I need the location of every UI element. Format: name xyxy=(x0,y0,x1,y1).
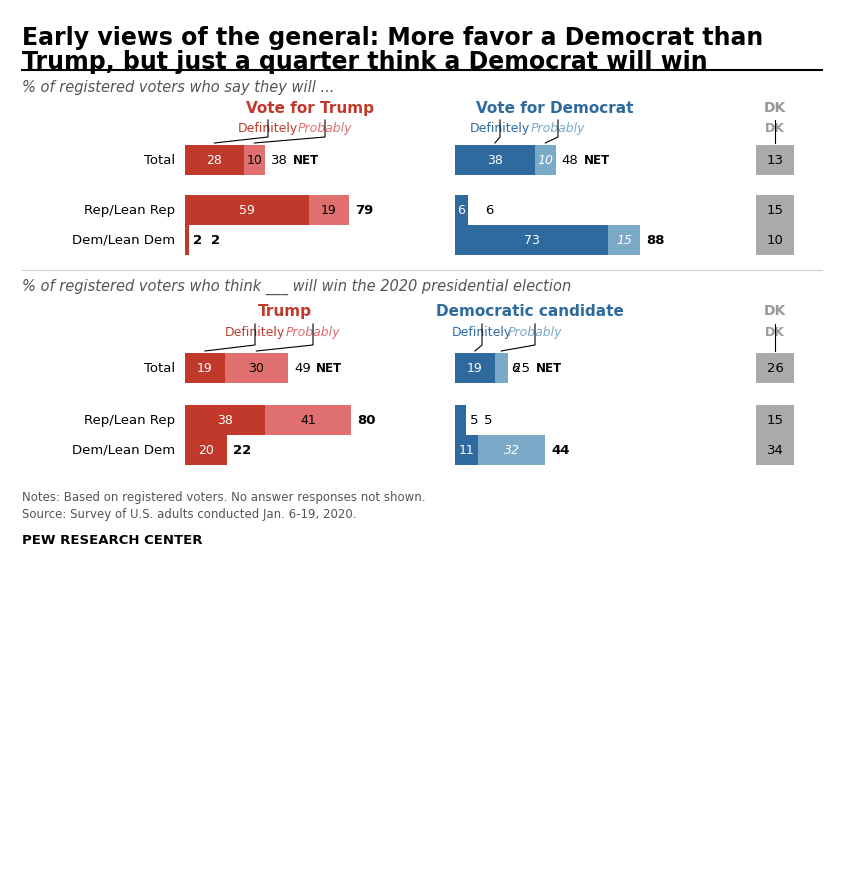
Text: Definitely: Definitely xyxy=(452,325,512,338)
Text: Trump, but just a quarter think a Democrat will win: Trump, but just a quarter think a Democr… xyxy=(22,50,707,74)
Text: 26: 26 xyxy=(766,361,783,375)
Text: 48: 48 xyxy=(562,153,578,167)
Text: 5: 5 xyxy=(484,414,492,426)
Text: 38: 38 xyxy=(217,414,233,426)
Bar xyxy=(455,353,495,383)
Text: 15: 15 xyxy=(766,204,783,216)
Bar xyxy=(478,435,545,465)
Text: NET: NET xyxy=(584,153,610,167)
Bar xyxy=(185,353,225,383)
Text: Rep/Lean Rep: Rep/Lean Rep xyxy=(84,414,175,426)
Text: 19: 19 xyxy=(467,361,483,375)
Text: Total: Total xyxy=(143,153,175,167)
Text: Definitely: Definitely xyxy=(238,121,298,135)
Text: Probably: Probably xyxy=(508,325,562,338)
Text: Trump: Trump xyxy=(258,304,312,318)
Text: 41: 41 xyxy=(300,414,316,426)
Bar xyxy=(756,405,794,435)
Bar xyxy=(185,145,244,175)
Text: DK: DK xyxy=(765,121,785,135)
Text: Democratic candidate: Democratic candidate xyxy=(436,304,624,318)
Text: Probably: Probably xyxy=(298,121,352,135)
Text: Notes: Based on registered voters. No answer responses not shown.: Notes: Based on registered voters. No an… xyxy=(22,491,425,504)
Text: 19: 19 xyxy=(197,361,213,375)
Text: 79: 79 xyxy=(354,204,373,216)
Text: Dem/Lean Dem: Dem/Lean Dem xyxy=(72,234,175,246)
Bar xyxy=(455,435,478,465)
Text: 30: 30 xyxy=(248,361,264,375)
Bar xyxy=(225,353,288,383)
Text: DK: DK xyxy=(765,325,785,338)
Bar xyxy=(756,195,794,225)
Text: Source: Survey of U.S. adults conducted Jan. 6-19, 2020.: Source: Survey of U.S. adults conducted … xyxy=(22,508,356,521)
Text: 19: 19 xyxy=(321,204,337,216)
Bar xyxy=(495,353,507,383)
Text: Definitely: Definitely xyxy=(470,121,530,135)
Text: DK: DK xyxy=(764,101,786,115)
Text: DK: DK xyxy=(764,304,786,318)
Bar xyxy=(185,195,309,225)
Text: % of registered voters who think ___ will win the 2020 presidential election: % of registered voters who think ___ wil… xyxy=(22,279,571,295)
Text: 2: 2 xyxy=(193,234,203,246)
Text: 15: 15 xyxy=(766,414,783,426)
Text: 6: 6 xyxy=(457,204,465,216)
Text: PEW RESEARCH CENTER: PEW RESEARCH CENTER xyxy=(22,534,203,547)
Bar xyxy=(265,405,351,435)
Text: Vote for Democrat: Vote for Democrat xyxy=(476,100,634,115)
Text: 80: 80 xyxy=(357,414,376,426)
Text: 20: 20 xyxy=(198,444,214,456)
Text: 6: 6 xyxy=(485,204,494,216)
Text: 10: 10 xyxy=(766,234,783,246)
Text: 38: 38 xyxy=(271,153,288,167)
Bar xyxy=(756,145,794,175)
Text: 44: 44 xyxy=(551,444,570,456)
Bar xyxy=(756,353,794,383)
Text: 28: 28 xyxy=(207,153,222,167)
Text: 5: 5 xyxy=(469,414,478,426)
Text: NET: NET xyxy=(316,361,342,375)
Text: 59: 59 xyxy=(239,204,255,216)
Bar xyxy=(756,225,794,255)
Bar xyxy=(185,435,227,465)
Text: 38: 38 xyxy=(487,153,503,167)
Text: 10: 10 xyxy=(538,153,554,167)
Text: 25: 25 xyxy=(513,361,531,375)
Text: Dem/Lean Dem: Dem/Lean Dem xyxy=(72,444,175,456)
Text: 73: 73 xyxy=(524,234,539,246)
Bar xyxy=(535,145,556,175)
Text: NET: NET xyxy=(535,361,561,375)
Text: NET: NET xyxy=(293,153,319,167)
Bar xyxy=(185,405,265,435)
Bar xyxy=(455,145,535,175)
Text: Rep/Lean Rep: Rep/Lean Rep xyxy=(84,204,175,216)
Text: 49: 49 xyxy=(294,361,311,375)
Text: Total: Total xyxy=(143,361,175,375)
Bar xyxy=(455,405,466,435)
Text: 10: 10 xyxy=(246,153,262,167)
Bar xyxy=(609,225,640,255)
Text: % of registered voters who say they will ...: % of registered voters who say they will… xyxy=(22,80,334,95)
Text: 6: 6 xyxy=(511,361,520,375)
Text: 88: 88 xyxy=(646,234,664,246)
Text: Probably: Probably xyxy=(531,121,585,135)
Text: 34: 34 xyxy=(766,444,783,456)
Text: Early views of the general: More favor a Democrat than: Early views of the general: More favor a… xyxy=(22,26,763,50)
Bar xyxy=(756,435,794,465)
Bar xyxy=(455,225,609,255)
Text: Definitely: Definitely xyxy=(225,325,285,338)
Text: 32: 32 xyxy=(504,444,520,456)
Bar xyxy=(309,195,349,225)
Text: Probably: Probably xyxy=(286,325,340,338)
Text: 13: 13 xyxy=(766,153,783,167)
Text: 2: 2 xyxy=(211,234,220,246)
Text: Vote for Trump: Vote for Trump xyxy=(246,100,374,115)
Text: 22: 22 xyxy=(233,444,252,456)
Bar xyxy=(244,145,265,175)
Text: 11: 11 xyxy=(458,444,474,456)
Text: 15: 15 xyxy=(616,234,632,246)
Bar xyxy=(455,195,468,225)
Bar xyxy=(185,225,189,255)
